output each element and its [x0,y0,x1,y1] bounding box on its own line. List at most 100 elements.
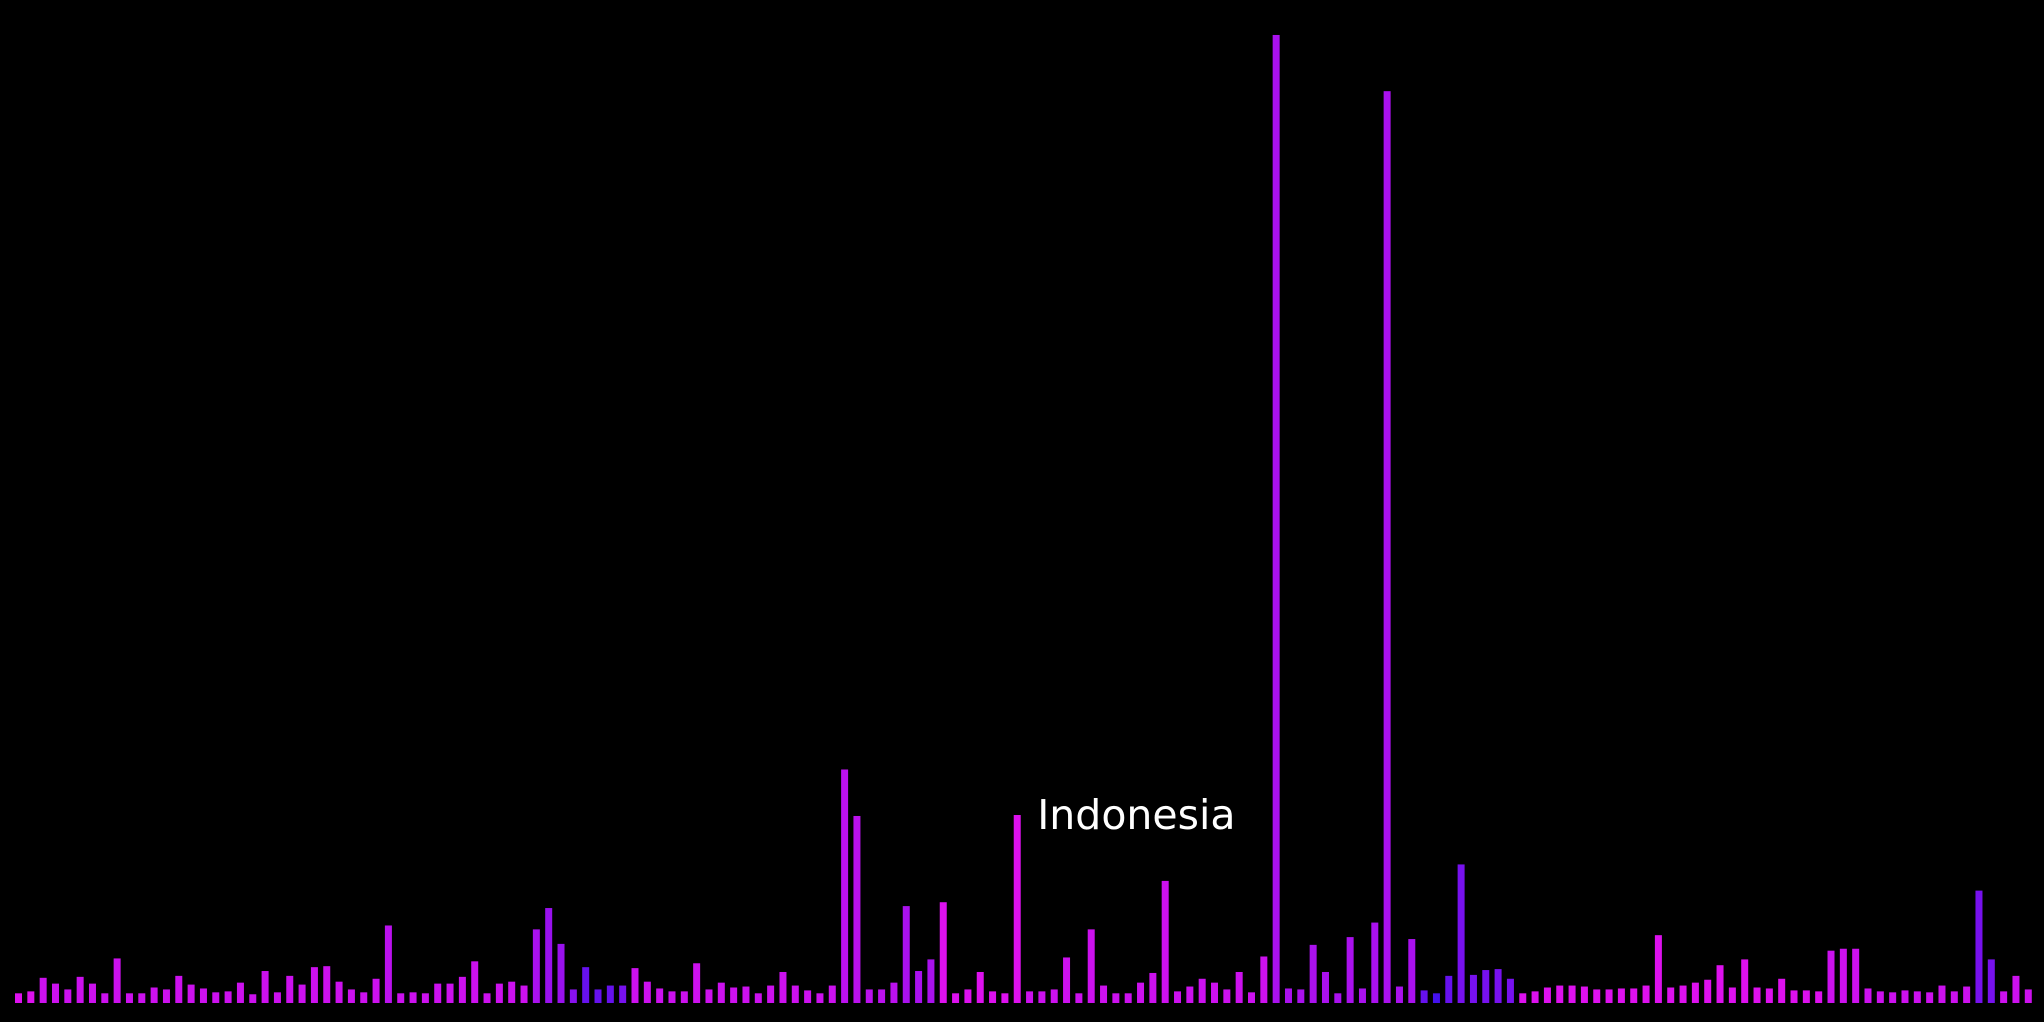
bar-9 [125,993,133,1003]
bar-76 [952,993,960,1003]
bar-86 [1075,993,1083,1003]
bar-129 [1605,989,1613,1003]
bar-63 [791,985,799,1003]
bar-156 [1938,985,1946,1003]
bar-73 [915,971,923,1003]
bar-87 [1087,929,1095,1003]
bar-21 [273,992,281,1003]
bar-22 [286,975,294,1003]
bar-1 [27,991,35,1003]
bar-162 [2012,975,2020,1003]
bar-88 [1100,985,1108,1003]
bar-96 [1198,978,1206,1003]
bar-117 [1457,864,1465,1003]
bar-57 [717,982,725,1003]
bar-104 [1297,989,1305,1003]
bar-119 [1482,970,1490,1003]
bar-160 [1987,959,1995,1003]
bar-94 [1174,991,1182,1003]
bar-112 [1395,986,1403,1003]
bar-99 [1235,971,1243,1003]
bar-151 [1876,991,1884,1003]
bar-49 [619,985,627,1003]
bar-58 [730,987,738,1003]
bar-120 [1494,969,1502,1003]
bar-59 [742,986,750,1003]
bar-5 [76,976,84,1003]
bar-52 [656,988,664,1003]
bar-27 [347,989,355,1003]
bar-45 [569,989,577,1003]
bar-3 [51,983,59,1003]
bar-158 [1963,986,1971,1003]
bar-51 [643,981,651,1003]
bar-115 [1432,993,1440,1003]
bar-43 [545,908,553,1003]
bar-107 [1334,993,1342,1003]
bar-74 [927,959,935,1003]
bar-146 [1815,991,1823,1003]
bar-33 [421,993,429,1003]
bar-128 [1593,989,1601,1003]
bar-71 [890,982,898,1003]
bar-123 [1531,991,1539,1003]
bar-15 [199,988,207,1003]
bar-93 [1161,880,1169,1003]
bar-72 [902,906,910,1003]
bar-122 [1519,993,1527,1003]
bar-82 [1026,991,1034,1003]
bar-131 [1630,988,1638,1003]
bar-137 [1704,979,1712,1003]
bar-81 [1013,815,1021,1003]
bar-140 [1741,959,1749,1003]
bar-144 [1790,990,1798,1003]
bar-group [15,34,2032,1004]
bar-10 [138,993,146,1003]
bar-40 [508,981,516,1003]
bar-125 [1556,985,1564,1003]
bar-4 [64,989,72,1003]
bar-148 [1839,948,1847,1003]
bar-161 [2000,991,2008,1003]
bar-29 [372,978,380,1003]
bar-20 [261,971,269,1003]
bar-70 [878,989,886,1003]
bar-85 [1063,957,1071,1003]
bar-118 [1469,974,1477,1003]
bar-143 [1778,978,1786,1003]
bar-53 [668,991,676,1003]
bar-30 [384,925,392,1003]
bar-annotation-label: Indonesia [1037,791,1235,839]
bar-11 [150,987,158,1003]
bar-149 [1852,948,1860,1003]
bar-7 [101,993,109,1003]
bar-145 [1802,990,1810,1003]
bar-77 [964,989,972,1003]
bar-98 [1223,989,1231,1003]
bar-62 [779,971,787,1003]
bar-163 [2024,989,2032,1003]
bar-130 [1617,988,1625,1003]
bar-109 [1358,988,1366,1003]
bar-132 [1642,985,1650,1003]
bar-92 [1149,972,1157,1003]
bar-147 [1827,950,1835,1003]
bar-110 [1371,922,1379,1003]
bar-42 [532,929,540,1003]
bar-47 [594,989,602,1003]
bar-108 [1346,937,1354,1003]
bar-0 [15,993,22,1003]
bar-90 [1124,993,1132,1003]
bar-17 [224,991,232,1003]
bar-67 [841,769,849,1003]
bar-103 [1284,988,1292,1003]
bar-23 [298,984,306,1003]
bar-46 [582,967,590,1003]
bar-8 [113,958,121,1003]
bar-91 [1137,982,1145,1003]
bar-95 [1186,986,1194,1003]
bar-60 [754,993,762,1003]
bar-101 [1260,956,1268,1003]
bar-89 [1112,993,1120,1003]
